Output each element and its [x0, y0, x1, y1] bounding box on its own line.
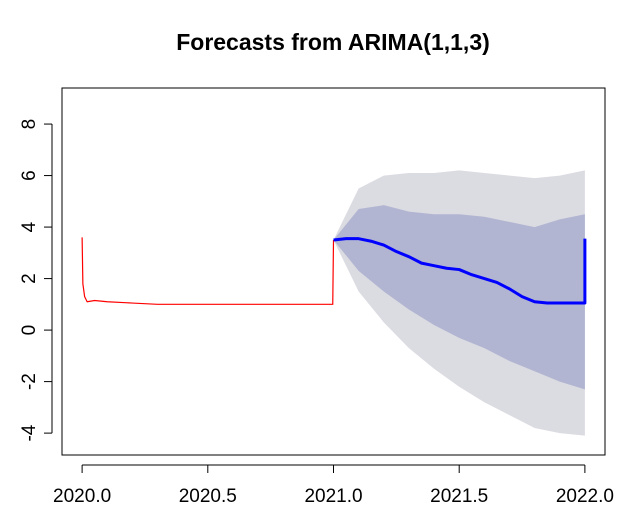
y-tick-label: 2 [19, 273, 40, 284]
y-tick-label: 4 [19, 221, 40, 232]
x-tick-label: 2020.5 [179, 486, 237, 507]
x-tick-label: 2021.0 [304, 486, 362, 507]
y-tick-label: 8 [19, 119, 40, 130]
chart-title: Forecasts from ARIMA(1,1,3) [176, 29, 490, 55]
y-tick-label: -4 [19, 424, 40, 441]
y-tick-label: -2 [19, 373, 40, 390]
x-tick-label: 2022.0 [556, 486, 614, 507]
series-line [333, 237, 587, 305]
series-line [81, 237, 335, 305]
x-tick-label: 2020.0 [53, 486, 111, 507]
y-tick-label: 0 [19, 325, 40, 336]
plot-box [61, 87, 606, 456]
x-tick-label: 2021.5 [430, 486, 488, 507]
y-tick-label: 6 [19, 170, 40, 181]
